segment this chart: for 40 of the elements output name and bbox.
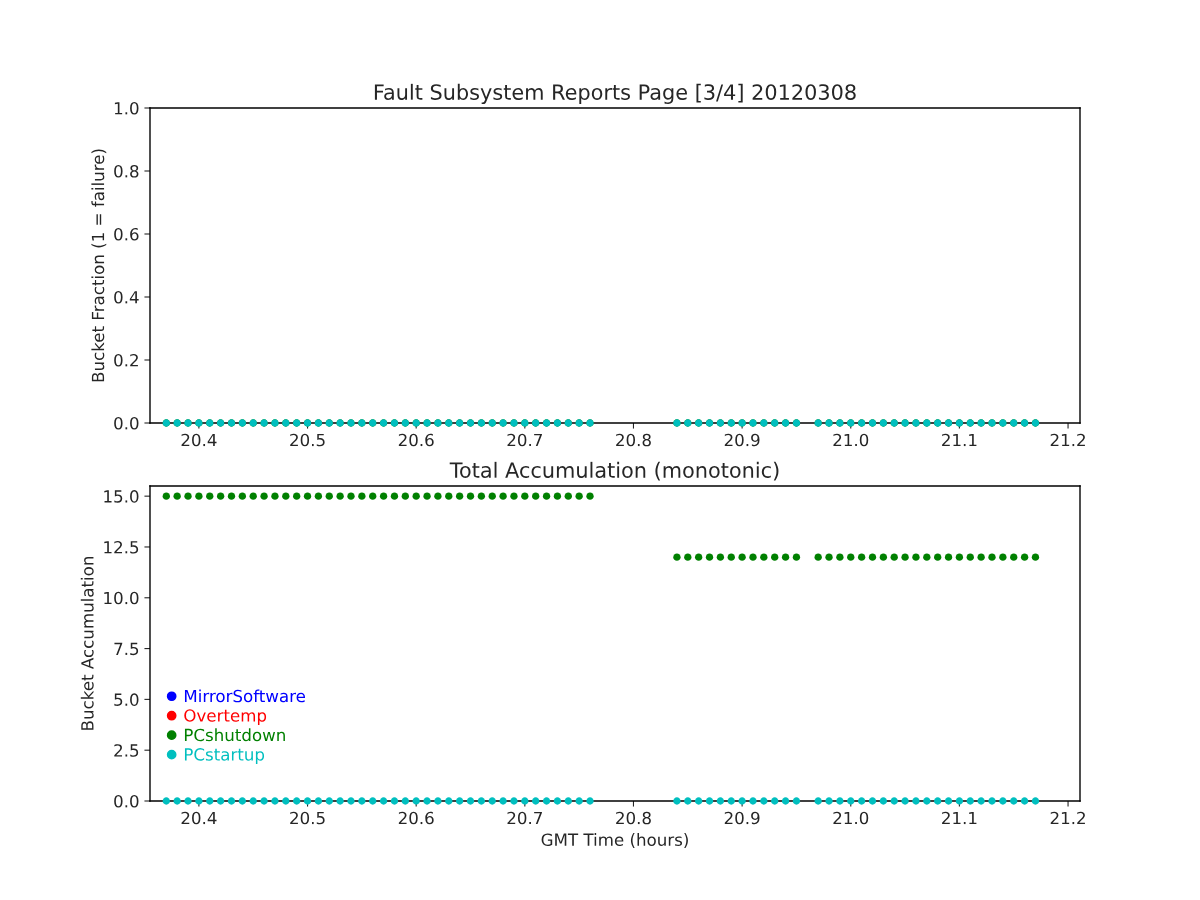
x-tick-label: 20.6 [398, 433, 434, 447]
x-tick-label: 20.9 [724, 811, 760, 825]
y-tick-label: 0.0 [114, 416, 139, 430]
y-tick-label: 1.0 [114, 101, 139, 115]
x-tick-label: 20.7 [507, 811, 542, 825]
x-tick-label: 21.1 [942, 811, 977, 825]
x-tick-label: 20.5 [290, 433, 325, 447]
x-axis-title: GMT Time (hours) [541, 833, 688, 848]
x-tick-label: 21.2 [1050, 433, 1085, 447]
y-tick-label: 0.4 [114, 290, 139, 304]
x-tick-label: 20.4 [181, 811, 217, 825]
x-tick-label: 20.9 [724, 433, 760, 447]
legend-label: MirrorSoftware [184, 689, 306, 703]
y-tick-label: 10.0 [104, 591, 139, 605]
x-tick-label: 21.0 [833, 433, 869, 447]
legend-label: PCshutdown [184, 728, 285, 742]
x-tick-label: 20.8 [616, 811, 651, 825]
x-tick-label: 21.2 [1050, 811, 1085, 825]
x-tick-label: 20.8 [616, 433, 651, 447]
y-tick-label: 0.0 [114, 794, 139, 808]
x-tick-label: 20.5 [290, 811, 325, 825]
y-axis-title: Bucket Accumulation [80, 556, 94, 730]
y-tick-label: 0.2 [114, 353, 138, 367]
y-tick-label: 2.5 [114, 744, 139, 757]
chart-title: Total Accumulation (monotonic) [449, 461, 779, 481]
legend-label: Overtemp [184, 709, 267, 726]
y-tick-label: 7.5 [114, 642, 139, 656]
y-axis-title: Bucket Fraction (1 = failure) [91, 149, 107, 382]
y-tick-label: 12.5 [104, 540, 139, 554]
y-tick-label: 0.6 [114, 227, 139, 241]
x-tick-label: 20.4 [181, 433, 217, 447]
chart-title: Fault Subsystem Reports Page [3/4] 20120308 [374, 83, 856, 104]
x-tick-label: 21.1 [942, 433, 977, 447]
y-tick-label: 0.8 [114, 164, 139, 178]
y-tick-label: 15.0 [104, 490, 139, 503]
x-tick-label: 20.7 [507, 433, 542, 447]
y-tick-label: 5.0 [114, 693, 139, 706]
x-tick-label: 20.6 [398, 811, 434, 825]
legend-label: PCstartup [184, 748, 265, 764]
x-tick-label: 21.0 [833, 811, 869, 825]
